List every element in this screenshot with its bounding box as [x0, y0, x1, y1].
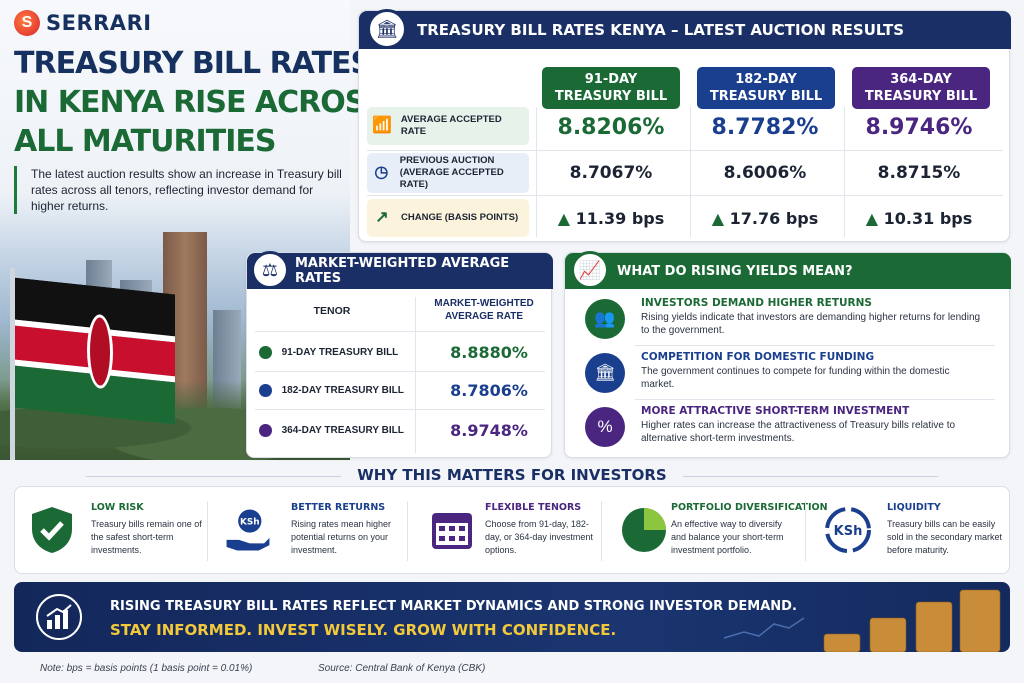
why-item: KSh BETTER RETURNS Rising rates mean high… — [211, 487, 409, 575]
ksh-cycle-icon: KSh — [823, 505, 873, 555]
mw-col-rate: MARKET-WEIGHTED AVERAGE RATE — [434, 298, 534, 322]
percent-icon: % — [585, 407, 625, 447]
rising-chart-icon: 📈 — [571, 251, 609, 289]
mw-header: MARKET-WEIGHTED AVERAGE RATES — [247, 253, 553, 289]
headline-line-1: TREASURY BILL RATES — [14, 46, 372, 81]
money-hand-icon: KSh — [223, 505, 273, 555]
up-triangle-icon: ▲ — [711, 209, 725, 228]
scales-icon: ⚖ — [251, 251, 289, 289]
auction-title: TREASURY BILL RATES KENYA – LATEST AUCTI… — [417, 21, 904, 39]
col-364-day: 364-DAY TREASURY BILL — [852, 67, 990, 109]
change-91: ▲ 11.39 bps — [557, 209, 665, 228]
accepted-364: 8.9746% — [865, 115, 973, 140]
svg-text:KSh: KSh — [240, 518, 260, 528]
why-panel: LOW RISK Treasury bills remain one of the… — [14, 486, 1010, 574]
footnote: Note: bps = basis points (1 basis point … — [40, 663, 253, 674]
why-item: FLEXIBLE TENORS Choose from 91-day, 182-d… — [415, 487, 613, 575]
growth-chart-icon — [36, 594, 82, 640]
col-182-day: 182-DAY TREASURY BILL — [697, 67, 835, 109]
ry-item: % MORE ATTRACTIVE SHORT-TERM INVESTMENT Hi… — [579, 403, 1003, 455]
purple-dot-icon — [259, 423, 272, 437]
calendar-icon — [427, 505, 477, 555]
auction-header: TREASURY BILL RATES KENYA – LATEST AUCTI… — [359, 11, 1011, 49]
col-91-day: 91-DAY TREASURY BILL — [542, 67, 680, 109]
trend-up-icon: ↗ — [375, 209, 389, 226]
flag-pole — [10, 268, 15, 460]
clock-icon: ◷ — [374, 164, 389, 181]
change-364: ▲ 10.31 bps — [865, 209, 973, 228]
rising-yields-card: WHAT DO RISING YIELDS MEAN? 📈 👥 INVESTORS… — [564, 251, 1011, 458]
bank-icon: 🏛 — [367, 9, 407, 49]
bar-growth-icon: 📶 — [371, 117, 392, 134]
accepted-182: 8.7782% — [711, 115, 819, 140]
headline-line-3: ALL MATURITIES — [14, 124, 276, 159]
mw-row: 91-DAY TREASURY BILL 8.8880% — [247, 333, 553, 371]
up-triangle-icon: ▲ — [557, 209, 571, 228]
intro-text: The latest auction results show an incre… — [14, 166, 344, 214]
auction-results-card: TREASURY BILL RATES KENYA – LATEST AUCTI… — [358, 9, 1011, 242]
accepted-91: 8.8206% — [557, 115, 665, 140]
previous-91: 8.7067% — [569, 163, 653, 183]
ry-item: 👥 INVESTORS DEMAND HIGHER RETURNS Rising y… — [579, 295, 1003, 347]
ry-title: WHAT DO RISING YIELDS MEAN? — [617, 263, 853, 279]
banner-line-2: STAY INFORMED. INVEST WISELY. GROW WITH … — [110, 621, 617, 639]
row-label-accepted: 📶 AVERAGE ACCEPTED RATE — [367, 107, 529, 145]
previous-182: 8.6006% — [723, 163, 807, 183]
blue-dot-icon — [259, 383, 272, 397]
change-182: ▲ 17.76 bps — [711, 209, 819, 228]
kenya-flag — [15, 277, 175, 425]
row-label-previous: ◷ PREVIOUS AUCTION (AVERAGE ACCEPTED RATE) — [367, 153, 529, 193]
mw-title: MARKET-WEIGHTED AVERAGE RATES — [295, 256, 510, 286]
bank-icon: 🏛 — [585, 353, 625, 393]
brand-logo: S SERRARI — [14, 10, 152, 36]
pie-chart-icon — [619, 505, 669, 555]
mw-row: 182-DAY TREASURY BILL 8.7806% — [247, 371, 553, 409]
banner-line-1: RISING TREASURY BILL RATES REFLECT MARKE… — [110, 599, 797, 614]
hero-panel — [0, 0, 350, 460]
mw-row: 364-DAY TREASURY BILL 8.9748% — [247, 411, 553, 449]
market-weighted-card: MARKET-WEIGHTED AVERAGE RATES ⚖ TENOR MA… — [246, 251, 553, 458]
previous-364: 8.8715% — [877, 163, 961, 183]
svg-text:KSh: KSh — [834, 524, 863, 539]
headline-line-2: IN KENYA RISE ACROSS — [14, 85, 386, 120]
row-label-change: ↗ CHANGE (BASIS POINTS) — [367, 199, 529, 237]
shield-check-icon — [27, 505, 77, 555]
coin-stacks-icon — [723, 589, 1001, 652]
ry-item: 🏛 COMPETITION FOR DOMESTIC FUNDING The gov… — [579, 349, 1003, 401]
mw-col-tenor: TENOR — [313, 305, 351, 317]
ry-header: WHAT DO RISING YIELDS MEAN? — [565, 253, 1011, 289]
green-dot-icon — [259, 345, 272, 359]
why-item: KSh LIQUIDITY Treasury bills can be easil… — [811, 487, 1009, 575]
brand-mark: S — [14, 10, 40, 36]
why-title: WHY THIS MATTERS FOR INVESTORS — [0, 466, 1024, 484]
brand-name: SERRARI — [46, 11, 152, 35]
why-item: LOW RISK Treasury bills remain one of the… — [15, 487, 213, 575]
source-note: Source: Central Bank of Kenya (CBK) — [318, 663, 486, 674]
investors-icon: 👥 — [585, 299, 625, 339]
why-item: PORTFOLIO DIVERSIFICATION An effective wa… — [607, 487, 828, 575]
up-triangle-icon: ▲ — [865, 209, 879, 228]
bottom-banner: RISING TREASURY BILL RATES REFLECT MARKE… — [14, 582, 1010, 652]
